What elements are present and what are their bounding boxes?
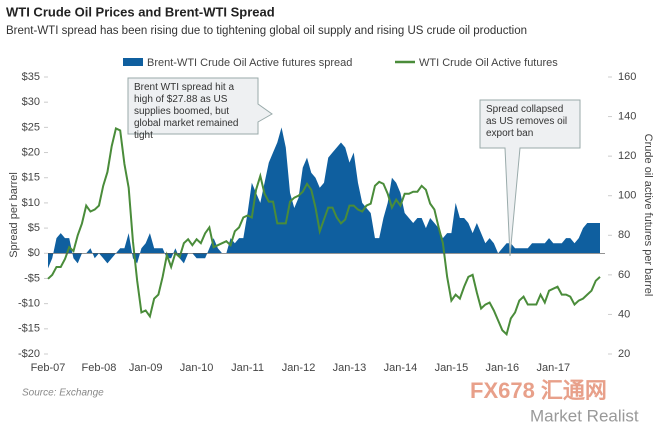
chart-subtitle: Brent-WTI spread has been rising due to … (6, 25, 527, 37)
callout-box (127, 77, 273, 135)
x-tick-label: Jan-11 (231, 362, 264, 374)
x-tick-label: Jan-16 (486, 362, 520, 374)
y2-tick-label: 20 (618, 348, 630, 360)
legend-label: WTI Crude Oil Active futures (419, 57, 558, 69)
y-tick-label: $15 (22, 172, 40, 184)
y-tick-label: -$15 (18, 323, 40, 335)
x-tick-label: Jan-14 (384, 362, 418, 374)
chart-title: WTI Crude Oil Prices and Brent-WTI Sprea… (6, 4, 275, 19)
watermark: Market Realist (530, 406, 639, 425)
x-tick-label: Jan-10 (180, 362, 214, 374)
y2-axis-label: Crude oil active futures per barrel (642, 134, 654, 297)
y-tick-label: -$5 (24, 272, 40, 284)
legend-swatch (123, 58, 143, 66)
y2-tick-label: 140 (618, 110, 636, 122)
annotation-line: Brent WTI spread hit a (134, 82, 234, 93)
source: Source: Exchange (22, 388, 104, 399)
y2-tick-label: 160 (618, 71, 636, 83)
annotation-line: tight (134, 130, 153, 141)
y2-tick-label: 80 (618, 229, 630, 241)
x-tick-label: Feb-08 (82, 362, 117, 374)
spread-area (48, 127, 600, 269)
y-tick-label: -$10 (18, 298, 40, 310)
watermark: FX678 汇通网 (470, 378, 607, 403)
y-tick-label: -$20 (18, 348, 40, 360)
callout (127, 77, 581, 257)
legend-label: Brent-WTI Crude Oil Active futures sprea… (147, 57, 352, 69)
y2-tick-label: 40 (618, 308, 630, 320)
y-tick-label: $20 (22, 146, 40, 158)
annotation-line: global market remained (134, 118, 239, 129)
callout-box (479, 99, 581, 257)
price-line (47, 127, 601, 337)
y-tick-label: $5 (28, 222, 40, 234)
y2-tick-label: 100 (618, 190, 636, 202)
x-tick-label: Jan-12 (282, 362, 316, 374)
y-tick-label: $10 (22, 197, 40, 209)
annotation-line: as US removes oil (486, 116, 567, 127)
y-axis-label: Spread per barrel (8, 172, 20, 258)
x-tick-label: Jan-13 (333, 362, 367, 374)
annotation-line: supplies boomed, but (134, 106, 229, 117)
x-tick-label: Jan-15 (435, 362, 469, 374)
annotation-line: high of $27.88 as US (134, 94, 228, 105)
y-tick-label: $35 (22, 71, 40, 83)
y-tick-label: $25 (22, 121, 40, 133)
y2-tick-label: 120 (618, 150, 636, 162)
x-tick-label: Jan-09 (129, 362, 163, 374)
annotation: Spread collapsed as US removes oil export … (486, 104, 567, 139)
x-tick-label: Feb-07 (31, 362, 66, 374)
annotation: Brent WTI spread hit a high of $27.88 as … (134, 82, 239, 141)
annotation-line: Spread collapsed (486, 104, 563, 115)
y-tick-label: $30 (22, 96, 40, 108)
x-tick-label: Jan-17 (536, 362, 570, 374)
y-tick-label: $0 (28, 247, 40, 259)
y2-tick-label: 60 (618, 269, 630, 281)
annotation-line: export ban (486, 128, 533, 139)
